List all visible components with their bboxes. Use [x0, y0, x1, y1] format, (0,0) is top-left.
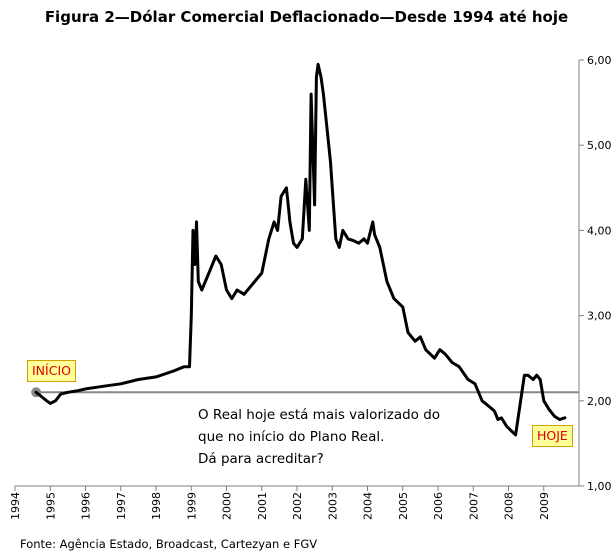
annotation-line-2: que no início do Plano Real.	[198, 429, 385, 445]
annotation-line-3: Dá para acreditar?	[198, 451, 324, 467]
x-tick-label: 2005	[397, 492, 410, 520]
x-tick-label: 2002	[291, 492, 304, 520]
x-tick-label: 2008	[503, 492, 516, 520]
y-tick-label: 5,00	[587, 139, 612, 152]
x-tick-label: 2006	[432, 492, 445, 520]
x-tick-label: 2000	[221, 492, 234, 520]
y-tick-label: 1,00	[587, 480, 612, 493]
x-tick-label: 2003	[326, 492, 339, 520]
x-tick-label: 1996	[80, 492, 93, 520]
x-tick-label: 2004	[362, 492, 375, 520]
x-tick-label: 2009	[538, 492, 551, 520]
chart-title: Figura 2—Dólar Comercial Deflacionado—De…	[44, 8, 569, 26]
x-tick-label: 1995	[44, 492, 57, 520]
x-tick-label: 1997	[115, 492, 128, 520]
ticks: 1,00 2,00 3,00 4,00 5,00 6,00 1994 1995 1996 1997…	[9, 54, 612, 520]
x-tick-label: 2001	[256, 492, 269, 520]
today-callout: HOJE	[532, 425, 573, 447]
y-tick-label: 6,00	[587, 54, 612, 67]
y-tick-label: 2,00	[587, 395, 612, 408]
chart-source: Fonte: Agência Estado, Broadcast, Cartez…	[20, 537, 318, 551]
y-tick-label: 3,00	[587, 310, 612, 323]
x-tick-label: 2007	[467, 492, 480, 520]
annotation-note: O Real hoje está mais valorizado do que …	[198, 404, 440, 470]
start-callout: INÍCIO	[27, 360, 76, 382]
y-tick-label: 4,00	[587, 224, 612, 237]
x-tick-label: 1998	[150, 492, 163, 520]
series-group	[34, 62, 567, 437]
reference-line-group	[31, 387, 579, 398]
series-line	[34, 62, 567, 437]
x-tick-label: 1994	[9, 492, 22, 520]
annotation-line-1: O Real hoje está mais valorizado do	[198, 407, 441, 423]
x-tick-label: 1999	[185, 492, 198, 520]
